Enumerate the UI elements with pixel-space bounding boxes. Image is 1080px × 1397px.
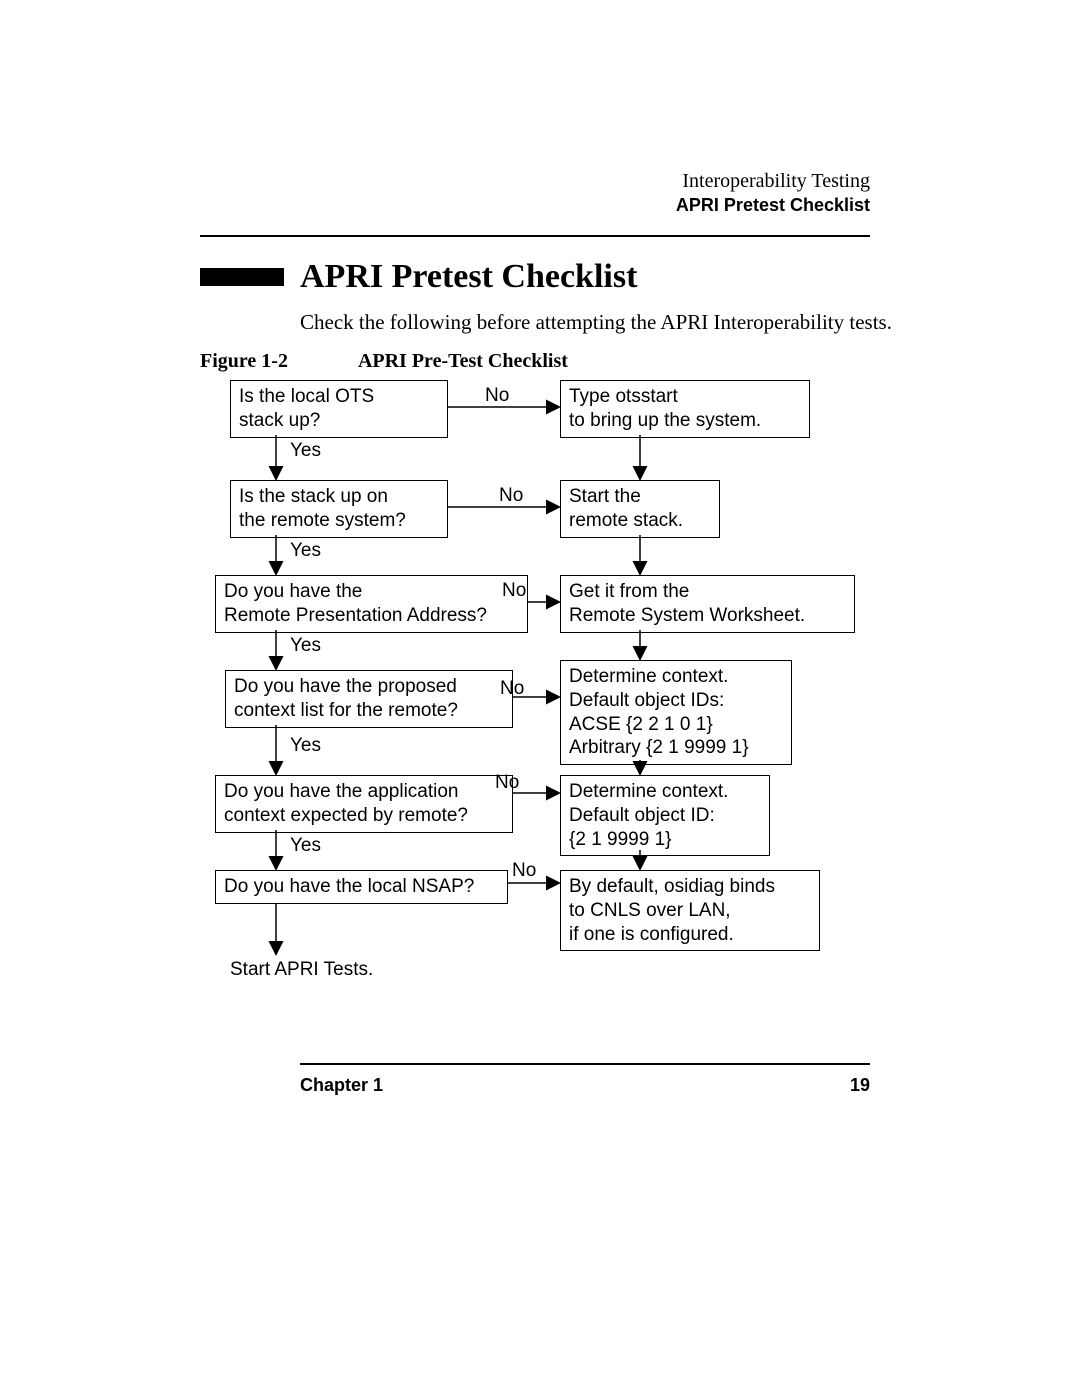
label-yes-4: Yes — [290, 735, 321, 757]
flow-q3: Do you have theRemote Presentation Addre… — [215, 575, 528, 633]
label-no-4: No — [500, 678, 524, 700]
flow-q6: Do you have the local NSAP? — [215, 870, 508, 904]
title-ornament — [200, 268, 284, 286]
flow-q1: Is the local OTSstack up? — [230, 380, 448, 438]
flow-a5: Determine context.Default object ID:{2 1… — [560, 775, 770, 856]
label-yes-5: Yes — [290, 835, 321, 857]
figure-title: APRI Pre-Test Checklist — [358, 350, 568, 372]
label-no-2: No — [499, 485, 523, 507]
flow-a4: Determine context.Default object IDs:ACS… — [560, 660, 792, 765]
flow-a2: Start theremote stack. — [560, 480, 720, 538]
footer-page-number: 19 — [850, 1075, 870, 1096]
figure-caption: Figure 1-2 APRI Pre-Test Checklist — [200, 350, 568, 373]
flow-q4: Do you have the proposedcontext list for… — [225, 670, 513, 728]
label-yes-3: Yes — [290, 635, 321, 657]
flow-a6: By default, osidiag bindsto CNLS over LA… — [560, 870, 820, 951]
page-header: Interoperability Testing APRI Pretest Ch… — [676, 170, 870, 216]
label-no-5: No — [495, 772, 519, 794]
label-yes-1: Yes — [290, 440, 321, 462]
flow-arrows — [0, 0, 1080, 1397]
label-no-6: No — [512, 860, 536, 882]
flow-end: Start APRI Tests. — [230, 958, 373, 982]
label-yes-2: Yes — [290, 540, 321, 562]
header-chapter: Interoperability Testing — [676, 170, 870, 193]
title-rule — [200, 235, 870, 237]
intro-paragraph: Check the following before attempting th… — [300, 310, 892, 335]
flow-q2: Is the stack up onthe remote system? — [230, 480, 448, 538]
flow-a1: Type otsstartto bring up the system. — [560, 380, 810, 438]
figure-number: Figure 1-2 — [200, 350, 288, 372]
label-no-3: No — [502, 580, 526, 602]
flow-a3: Get it from theRemote System Worksheet. — [560, 575, 855, 633]
section-title: APRI Pretest Checklist — [300, 258, 637, 296]
label-no-1: No — [485, 385, 509, 407]
footer-rule — [300, 1063, 870, 1065]
header-section: APRI Pretest Checklist — [676, 195, 870, 216]
footer-chapter: Chapter 1 — [300, 1075, 383, 1096]
flow-q5: Do you have the applicationcontext expec… — [215, 775, 513, 833]
